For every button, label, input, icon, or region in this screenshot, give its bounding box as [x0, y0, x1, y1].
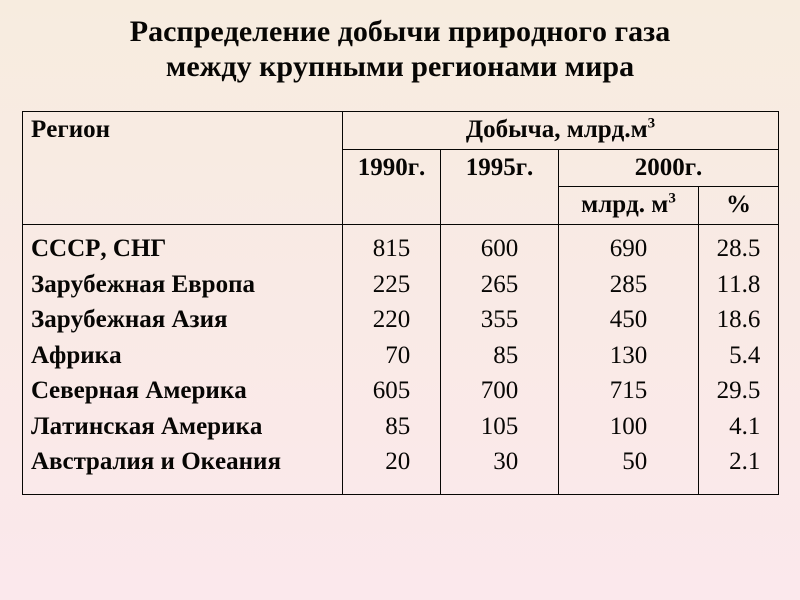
table-cell-value: 715	[567, 373, 690, 409]
gas-production-table: Регион Добыча, млрд.м3 1990г. 1995г. 200…	[22, 111, 779, 495]
cell-regions: СССР, СНГЗарубежная ЕвропаЗарубежная Ази…	[23, 225, 343, 495]
table-cell-value: 30	[449, 444, 550, 480]
table-cell-value: Африка	[31, 338, 334, 374]
table-cell-value: 50	[567, 444, 690, 480]
table-cell-value: 600	[449, 231, 550, 267]
cell-1990: 815225220 70605 85 20	[343, 225, 441, 495]
table-cell-value: 5.4	[707, 338, 770, 374]
table-cell-value: 2.1	[707, 444, 770, 480]
col-header-1995-label: 1995г.	[466, 154, 534, 181]
table-cell-value: 450	[567, 302, 690, 338]
table-cell-value: 105	[449, 409, 550, 445]
col-header-production: Добыча, млрд.м3	[343, 111, 779, 149]
cell-2000-percent: 28.511.818.6 5.429.5 4.1 2.1	[699, 225, 779, 495]
table-cell-value: 225	[351, 267, 432, 303]
col-header-2000-volume-label: млрд. м	[581, 191, 668, 218]
table-cell-value: 220	[351, 302, 432, 338]
table-cell-value: 265	[449, 267, 550, 303]
table-cell-value: СССР, СНГ	[31, 231, 334, 267]
col-header-production-label: Добыча, млрд.м	[466, 116, 648, 143]
table-cell-value: 28.5	[707, 231, 770, 267]
table-cell-value: 20	[351, 444, 432, 480]
table-cell-value: 11.8	[707, 267, 770, 303]
table-cell-value: 4.1	[707, 409, 770, 445]
col-header-production-sup: 3	[648, 115, 656, 131]
table-container: Регион Добыча, млрд.м3 1990г. 1995г. 200…	[0, 85, 800, 495]
table-cell-value: 815	[351, 231, 432, 267]
table-cell-value: 18.6	[707, 302, 770, 338]
table-cell-value: 355	[449, 302, 550, 338]
col-header-region-label: Регион	[31, 116, 110, 143]
table-cell-value: Австралия и Океания	[31, 444, 334, 480]
col-header-2000-percent: %	[699, 187, 779, 225]
table-cell-value: Северная Америка	[31, 373, 334, 409]
col-header-1990-label: 1990г.	[358, 154, 426, 181]
title-line-2: между крупными регионами мира	[166, 50, 634, 83]
table-cell-value: Зарубежная Азия	[31, 302, 334, 338]
table-row: СССР, СНГЗарубежная ЕвропаЗарубежная Ази…	[23, 225, 779, 495]
col-header-1990: 1990г.	[343, 149, 441, 225]
table-cell-value: 690	[567, 231, 690, 267]
table-cell-value: 85	[449, 338, 550, 374]
col-header-2000: 2000г.	[559, 149, 779, 187]
cell-1995: 600265355 85700105 30	[441, 225, 559, 495]
cell-2000-volume: 690285450130715100 50	[559, 225, 699, 495]
slide-title: Распределение добычи природного газа меж…	[0, 0, 800, 85]
title-line-1: Распределение добычи природного газа	[130, 15, 670, 48]
col-header-2000-percent-label: %	[726, 191, 751, 218]
col-header-region: Регион	[23, 111, 343, 224]
table-cell-value: 605	[351, 373, 432, 409]
table-cell-value: 70	[351, 338, 432, 374]
table-cell-value: 700	[449, 373, 550, 409]
table-cell-value: 100	[567, 409, 690, 445]
col-header-2000-volume-sup: 3	[668, 191, 676, 207]
table-cell-value: Латинская Америка	[31, 409, 334, 445]
table-cell-value: 285	[567, 267, 690, 303]
col-header-2000-label: 2000г.	[635, 154, 703, 181]
table-cell-value: 29.5	[707, 373, 770, 409]
table-cell-value: 130	[567, 338, 690, 374]
table-cell-value: 85	[351, 409, 432, 445]
col-header-2000-volume: млрд. м3	[559, 187, 699, 225]
table-cell-value: Зарубежная Европа	[31, 267, 334, 303]
col-header-1995: 1995г.	[441, 149, 559, 225]
